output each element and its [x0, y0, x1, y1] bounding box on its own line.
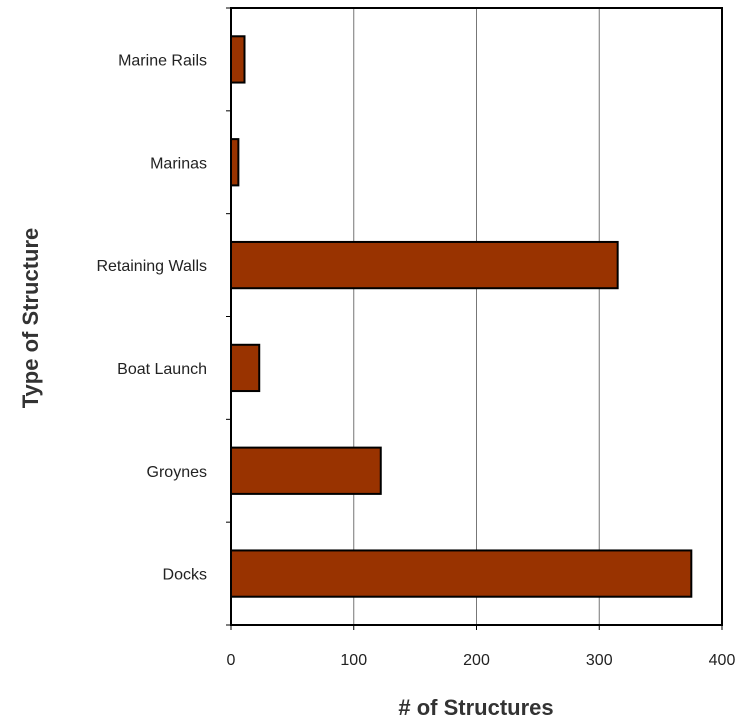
y-tick-label: Docks	[163, 567, 207, 584]
x-tick-label: 200	[463, 652, 490, 669]
y-tick-layer: Marine Rails Marinas Retaining Walls Boat L…	[96, 7, 231, 626]
bar-boat-launch	[230, 343, 261, 393]
y-tick-label: Marinas	[150, 155, 207, 172]
y-tick-label: Groynes	[147, 464, 207, 481]
grid-layer	[353, 8, 600, 625]
x-tick-label: 300	[586, 652, 613, 669]
bar-retaining-walls	[230, 240, 619, 290]
y-tick-label: Marine Rails	[118, 52, 207, 69]
bar-layer	[230, 35, 693, 598]
bar-marinas	[230, 138, 240, 187]
x-axis-title: # of Structures	[398, 695, 553, 720]
y-tick-label: Boat Launch	[117, 361, 207, 378]
x-tick-label: 100	[340, 652, 367, 669]
y-tick-label: Retaining Walls	[96, 258, 207, 275]
bar-marine-rails	[230, 35, 246, 84]
x-tick-label: 0	[227, 652, 236, 669]
x-tick-label: 400	[709, 652, 736, 669]
x-tick-layer: 0 100 200 300 400	[227, 625, 736, 669]
y-axis-title: Type of Structure	[18, 228, 43, 409]
bar-groynes	[230, 446, 382, 495]
bar-docks	[230, 549, 693, 598]
